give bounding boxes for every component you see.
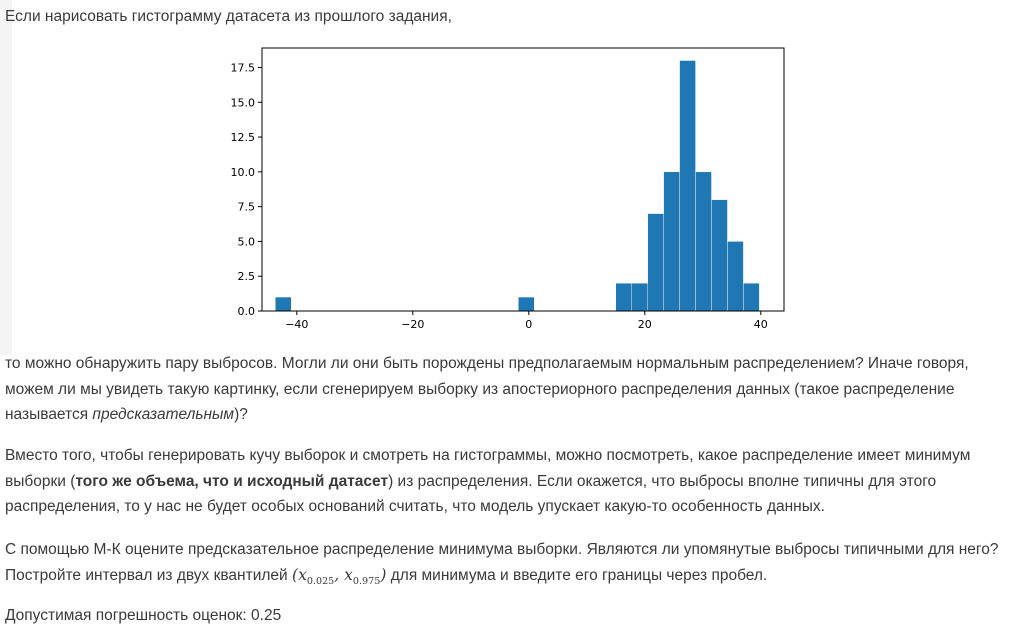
quantile-formula: (x0.025, x0.975) [292, 565, 387, 587]
y-tick-label: 2.5 [238, 270, 256, 283]
histogram-bar [727, 241, 744, 312]
histogram-bar [518, 296, 535, 312]
y-tick-label: 17.5 [231, 61, 256, 74]
y-tick-label: 5.0 [238, 235, 256, 248]
intro-text: Если нарисовать гистограмму датасета из … [5, 8, 452, 25]
paragraph-outliers: то можно обнаружить пару выбросов. Могли… [5, 351, 1005, 428]
left-scroll-gutter [0, 0, 12, 355]
histogram-bar [615, 282, 632, 312]
p3-text-end: для минимума и введите его границы через… [386, 566, 768, 584]
y-tick-label: 7.5 [238, 201, 256, 214]
histogram-bar [679, 60, 696, 312]
p2-text: Вместо того, чтобы генерировать кучу выб… [5, 447, 971, 490]
histogram-bar [743, 282, 760, 312]
y-tick-label: 0.0 [238, 305, 256, 318]
y-tick-label: 10.0 [231, 166, 256, 179]
histogram-bar [711, 199, 728, 312]
p2-text-end: ) из распределения. Если окажется, что в… [5, 472, 937, 516]
x-tick-label: 40 [754, 318, 768, 331]
histogram-chart: −40 −20 0 20 40 0.0 2.5 5.0 7.5 10.0 12.5 15.0 17.5 [231, 47, 785, 331]
histogram-bar [647, 213, 664, 312]
p3-text: С помощью М-К оцените предсказательное р… [5, 541, 999, 584]
histogram-bar [631, 282, 648, 312]
histogram-bar [695, 171, 712, 312]
p1-emphasis: предсказательным [92, 406, 235, 423]
plot-frame [261, 47, 785, 312]
histogram-bar [663, 171, 680, 312]
y-tick-label: 12.5 [231, 131, 256, 144]
histogram-bar [275, 296, 292, 312]
p2-bold: того же объема, что и исходный датасет [75, 472, 389, 490]
y-tick-label: 15.0 [231, 96, 256, 109]
x-tick-label: 0 [525, 318, 532, 331]
p1-text-end: )? [234, 406, 248, 423]
p1-text: то можно обнаружить пару выбросов. Могли… [5, 355, 969, 423]
x-tick-label: −40 [285, 318, 308, 331]
paragraph-task: С помощью М-К оцените предсказательное р… [5, 537, 1005, 594]
paragraph-minimum: Вместо того, чтобы генерировать кучу выб… [5, 443, 1005, 520]
tolerance-text: Допустимая погрешность оценок: 0.25 [5, 607, 282, 624]
x-tick-label: 20 [638, 318, 652, 331]
x-tick-label: −20 [401, 318, 424, 331]
